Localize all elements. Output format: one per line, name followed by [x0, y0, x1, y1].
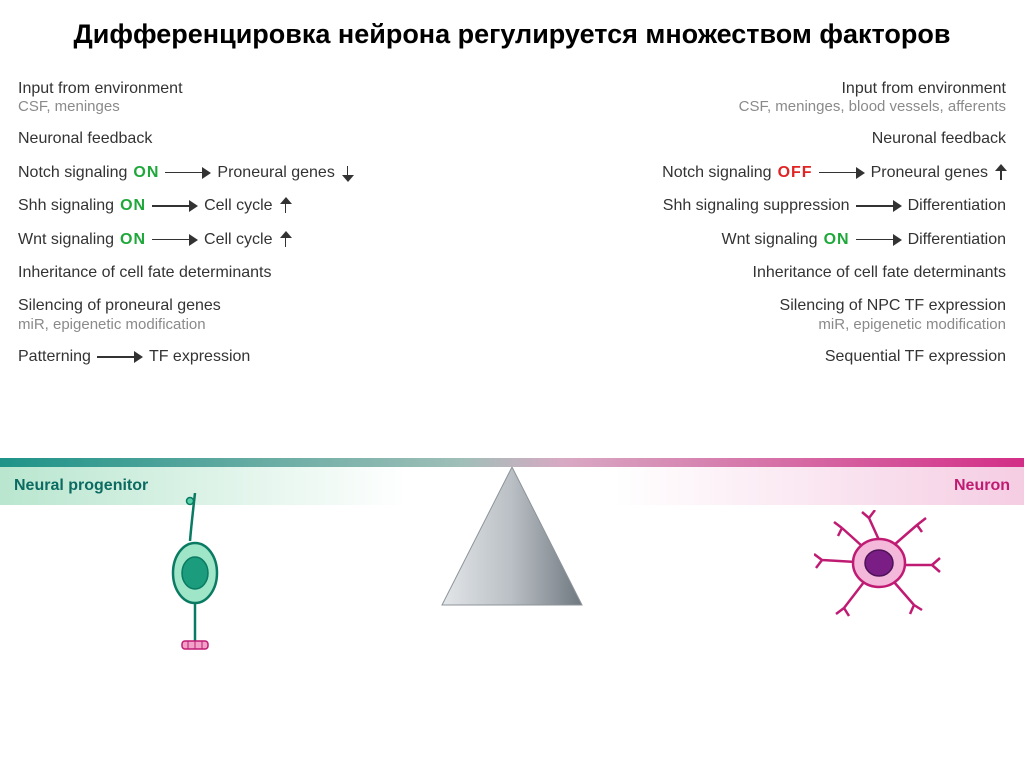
left-pat-post: TF expression	[149, 348, 250, 366]
right-env-head: Input from environment	[532, 80, 1006, 98]
right-notch: Notch signaling OFF Proneural genes	[532, 164, 1006, 182]
columns: Input from environment CSF, meninges Neu…	[0, 52, 1024, 367]
left-pat-pre: Patterning	[18, 348, 91, 366]
left-sil-head: Silencing of proneural genes	[18, 297, 492, 315]
arrow-right-icon	[856, 235, 902, 245]
left-notch-pre: Notch signaling	[18, 164, 127, 182]
neuron-icon	[814, 510, 944, 620]
arrow-right-icon	[165, 168, 211, 178]
on-badge: ON	[120, 231, 146, 249]
right-wnt-post: Differentiation	[908, 231, 1006, 249]
left-inherit: Inheritance of cell fate determinants	[18, 264, 492, 282]
right-column: Input from environment CSF, meninges, bl…	[532, 80, 1006, 367]
right-sil-head: Silencing of NPC TF expression	[532, 297, 1006, 315]
left-env-head: Input from environment	[18, 80, 492, 98]
right-env: Input from environment CSF, meninges, bl…	[532, 80, 1006, 116]
right-notch-pre: Notch signaling	[662, 164, 771, 182]
arrow-right-icon	[856, 201, 902, 211]
right-wnt: Wnt signaling ON Differentiation	[532, 231, 1006, 249]
balance-beam: Neural progenitor Neuron	[0, 458, 1024, 505]
arrow-right-icon	[152, 201, 198, 211]
arrow-right-icon	[97, 352, 143, 362]
left-sil-sub: miR, epigenetic modification	[18, 316, 492, 333]
off-badge: OFF	[778, 164, 813, 182]
arrow-up-icon	[281, 199, 291, 213]
left-wnt-pre: Wnt signaling	[18, 231, 114, 249]
right-shh-pre: Shh signaling suppression	[663, 197, 850, 215]
left-shh-pre: Shh signaling	[18, 197, 114, 215]
page-title: Дифференцировка нейрона регулируется мно…	[0, 0, 1024, 52]
on-badge: ON	[824, 231, 850, 249]
left-wnt-post: Cell cycle	[204, 231, 272, 249]
left-notch: Notch signaling ON Proneural genes	[18, 164, 492, 182]
right-inherit: Inheritance of cell fate determinants	[532, 264, 1006, 282]
right-silencing: Silencing of NPC TF expression miR, epig…	[532, 297, 1006, 333]
arrow-up-icon	[281, 233, 291, 247]
page: Дифференцировка нейрона регулируется мно…	[0, 0, 1024, 767]
left-shh-post: Cell cycle	[204, 197, 272, 215]
label-right: Neuron	[954, 477, 1010, 495]
left-notch-post: Proneural genes	[217, 164, 334, 182]
left-wnt: Wnt signaling ON Cell cycle	[18, 231, 492, 249]
right-shh-post: Differentiation	[908, 197, 1006, 215]
neural-progenitor-icon	[160, 493, 230, 653]
left-env: Input from environment CSF, meninges	[18, 80, 492, 116]
right-seq: Sequential TF expression	[532, 348, 1006, 366]
fulcrum-icon	[437, 467, 587, 607]
label-left: Neural progenitor	[14, 477, 148, 495]
on-badge: ON	[133, 164, 159, 182]
beam-bar	[0, 458, 1024, 467]
on-badge: ON	[120, 197, 146, 215]
right-env-sub: CSF, meninges, blood vessels, afferents	[532, 98, 1006, 115]
right-wnt-pre: Wnt signaling	[722, 231, 818, 249]
left-shh: Shh signaling ON Cell cycle	[18, 197, 492, 215]
right-shh: Shh signaling suppression Differentiatio…	[532, 197, 1006, 215]
left-feedback: Neuronal feedback	[18, 130, 492, 148]
arrow-right-icon	[819, 168, 865, 178]
left-env-sub: CSF, meninges	[18, 98, 492, 115]
right-sil-sub: miR, epigenetic modification	[532, 316, 1006, 333]
left-silencing: Silencing of proneural genes miR, epigen…	[18, 297, 492, 333]
left-patterning: Patterning TF expression	[18, 348, 492, 366]
arrow-down-icon	[343, 166, 353, 180]
right-feedback: Neuronal feedback	[532, 130, 1006, 148]
right-notch-post: Proneural genes	[871, 164, 988, 182]
arrow-right-icon	[152, 235, 198, 245]
left-column: Input from environment CSF, meninges Neu…	[18, 80, 492, 367]
arrow-up-icon	[996, 166, 1006, 180]
